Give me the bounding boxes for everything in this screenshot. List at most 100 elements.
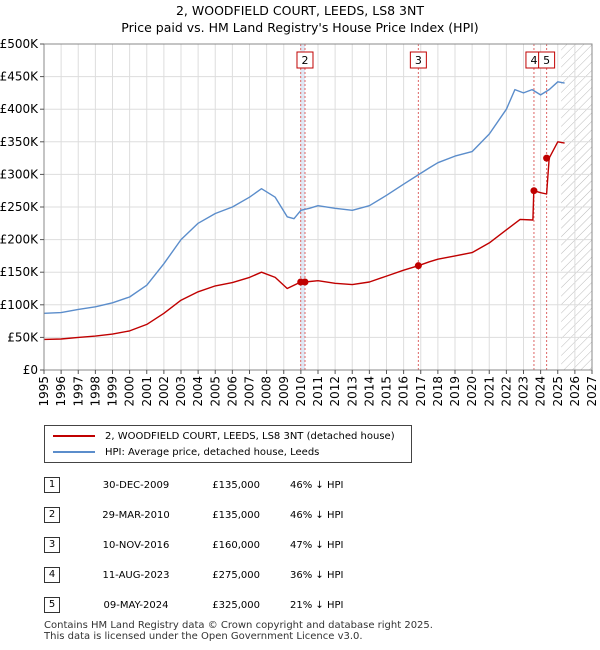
x-tick-label: 2017 <box>414 376 428 407</box>
y-tick-label: £150K <box>0 265 39 279</box>
sale-marker-box-2 <box>296 51 314 69</box>
title-line-2: Price paid vs. HM Land Registry's House … <box>121 20 479 35</box>
x-tick-label: 2005 <box>208 376 222 407</box>
sale-date: 10-NOV-2016 <box>102 539 170 551</box>
x-tick-label: 2016 <box>397 376 411 407</box>
x-tick-label: 2012 <box>328 376 342 407</box>
x-tick-label: 2003 <box>174 376 188 407</box>
x-tick-label: 2000 <box>123 376 137 407</box>
sale-hpi-diff: 46% ↓ HPI <box>290 509 344 521</box>
sale-number-badge: 5 <box>44 597 60 613</box>
sale-date: 29-MAR-2010 <box>102 509 170 521</box>
x-tick-label: 1995 <box>37 376 51 407</box>
legend-swatch-hpi <box>53 451 95 453</box>
sale-highlight-band <box>300 44 305 370</box>
sale-point-3 <box>414 262 422 270</box>
x-tick-label: 2014 <box>362 376 376 407</box>
x-axis-ticks: 1995 1996 1997 1998 1999 2000 2001 2002 2003 2004… <box>37 370 599 407</box>
sale-marker-label-5: 5 <box>543 54 550 67</box>
legend-label-hpi: HPI: Average price, detached house, Leed… <box>105 446 320 458</box>
grid-lines <box>43 43 593 371</box>
x-tick-label: 2007 <box>243 376 257 407</box>
x-tick-label: 2026 <box>568 376 582 407</box>
y-tick-label: £100K <box>0 298 39 312</box>
sale-hpi-diff: 21% ↓ HPI <box>290 599 344 611</box>
table-row: 3 10-NOV-2016 £160,000 47% ↓ HPI <box>44 530 400 560</box>
legend-item-hpi: HPI: Average price, detached house, Leed… <box>53 444 319 460</box>
x-tick-label: 2011 <box>311 376 325 407</box>
x-tick-label: 2022 <box>499 376 513 407</box>
x-tick-label: 2013 <box>345 376 359 407</box>
x-tick-label: 2009 <box>277 376 291 407</box>
sale-date: 30-DEC-2009 <box>102 479 170 491</box>
x-tick-label: 2025 <box>551 376 565 407</box>
y-axis-ticks: £0 £50K £100K £150K £200K £250K £300K £350K £400… <box>0 37 44 377</box>
x-tick-label: 2010 <box>294 376 308 407</box>
y-tick-label: £500K <box>0 37 39 51</box>
sale-marker-label-4: 4 <box>530 54 537 67</box>
y-tick-label: £50K <box>7 330 39 344</box>
sale-marker-label-3: 3 <box>415 54 422 67</box>
sale-number-badge: 1 <box>44 477 60 493</box>
property-price-line <box>43 141 565 341</box>
x-tick-label: 1999 <box>106 376 120 407</box>
x-tick-label: 2018 <box>431 376 445 407</box>
x-tick-label: 1997 <box>71 376 85 407</box>
sale-price: £135,000 <box>212 479 260 491</box>
x-tick-label: 2015 <box>380 376 394 407</box>
x-tick-label: 2002 <box>157 376 171 407</box>
sale-hpi-diff: 36% ↓ HPI <box>290 569 344 581</box>
title-line-1: 2, WOODFIELD COURT, LEEDS, LS8 3NT <box>175 3 424 18</box>
footer-credits: Contains HM Land Registry data © Crown c… <box>44 620 433 642</box>
series-lines <box>43 81 565 341</box>
transactions-table: 1 30-DEC-2009 £135,000 46% ↓ HPI 2 29-MA… <box>44 470 400 620</box>
sale-marker-label-2: 2 <box>301 54 308 67</box>
y-tick-label: £200K <box>0 233 39 247</box>
hpi-line <box>43 81 565 314</box>
footer-line-2: This data is licensed under the Open Gov… <box>44 631 363 642</box>
x-tick-label: 1998 <box>88 376 102 407</box>
x-tick-label: 2023 <box>517 376 531 407</box>
sale-price: £160,000 <box>212 539 260 551</box>
sale-marker-box-5 <box>538 51 556 69</box>
sale-price: £135,000 <box>212 509 260 521</box>
highlight-bands <box>300 44 305 370</box>
legend-item-property: 2, WOODFIELD COURT, LEEDS, LS8 3NT (deta… <box>53 428 395 444</box>
sale-number-badge: 3 <box>44 537 60 553</box>
x-tick-label: 2019 <box>448 376 462 407</box>
sale-date: 11-AUG-2023 <box>102 569 170 581</box>
legend-label-property: 2, WOODFIELD COURT, LEEDS, LS8 3NT (deta… <box>105 430 395 442</box>
chart-legend: 2, WOODFIELD COURT, LEEDS, LS8 3NT (deta… <box>44 425 412 463</box>
sale-point-4 <box>530 187 538 195</box>
sale-hpi-diff: 47% ↓ HPI <box>290 539 344 551</box>
y-tick-label: £0 <box>23 363 38 377</box>
table-row: 4 11-AUG-2023 £275,000 36% ↓ HPI <box>44 560 400 590</box>
sale-number-badge: 2 <box>44 507 60 523</box>
sale-marker-box-3 <box>409 51 427 69</box>
table-row: 1 30-DEC-2009 £135,000 46% ↓ HPI <box>44 470 400 500</box>
sale-number-badge: 4 <box>44 567 60 583</box>
table-row: 5 09-MAY-2024 £325,000 21% ↓ HPI <box>44 590 400 620</box>
sale-price: £325,000 <box>212 599 260 611</box>
chart-title: 2, WOODFIELD COURT, LEEDS, LS8 3NT Price… <box>0 2 600 36</box>
sale-points <box>297 154 551 286</box>
y-tick-label: £250K <box>0 200 39 214</box>
x-tick-label: 2004 <box>191 376 205 407</box>
x-tick-label: 2001 <box>140 376 154 407</box>
price-chart: £0 £50K £100K £150K £200K £250K £300K £350K £400… <box>0 37 599 407</box>
y-tick-label: £450K <box>0 70 39 84</box>
x-tick-label: 2020 <box>465 376 479 407</box>
sale-price: £275,000 <box>212 569 260 581</box>
y-tick-label: £350K <box>0 135 39 149</box>
sale-point-5 <box>543 154 551 162</box>
x-tick-label: 2006 <box>225 376 239 407</box>
table-row: 2 29-MAR-2010 £135,000 46% ↓ HPI <box>44 500 400 530</box>
x-tick-label: 1996 <box>54 376 68 407</box>
x-tick-label: 2024 <box>534 376 548 407</box>
sale-date: 09-MAY-2024 <box>103 599 169 611</box>
sale-point-2 <box>301 278 309 286</box>
y-tick-label: £400K <box>0 102 39 116</box>
legend-swatch-property <box>53 435 95 437</box>
x-tick-label: 2027 <box>585 376 599 407</box>
